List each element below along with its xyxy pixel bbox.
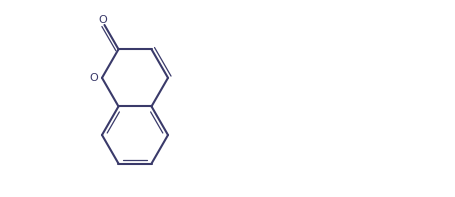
Text: O: O	[90, 73, 98, 83]
Text: O: O	[98, 15, 107, 25]
